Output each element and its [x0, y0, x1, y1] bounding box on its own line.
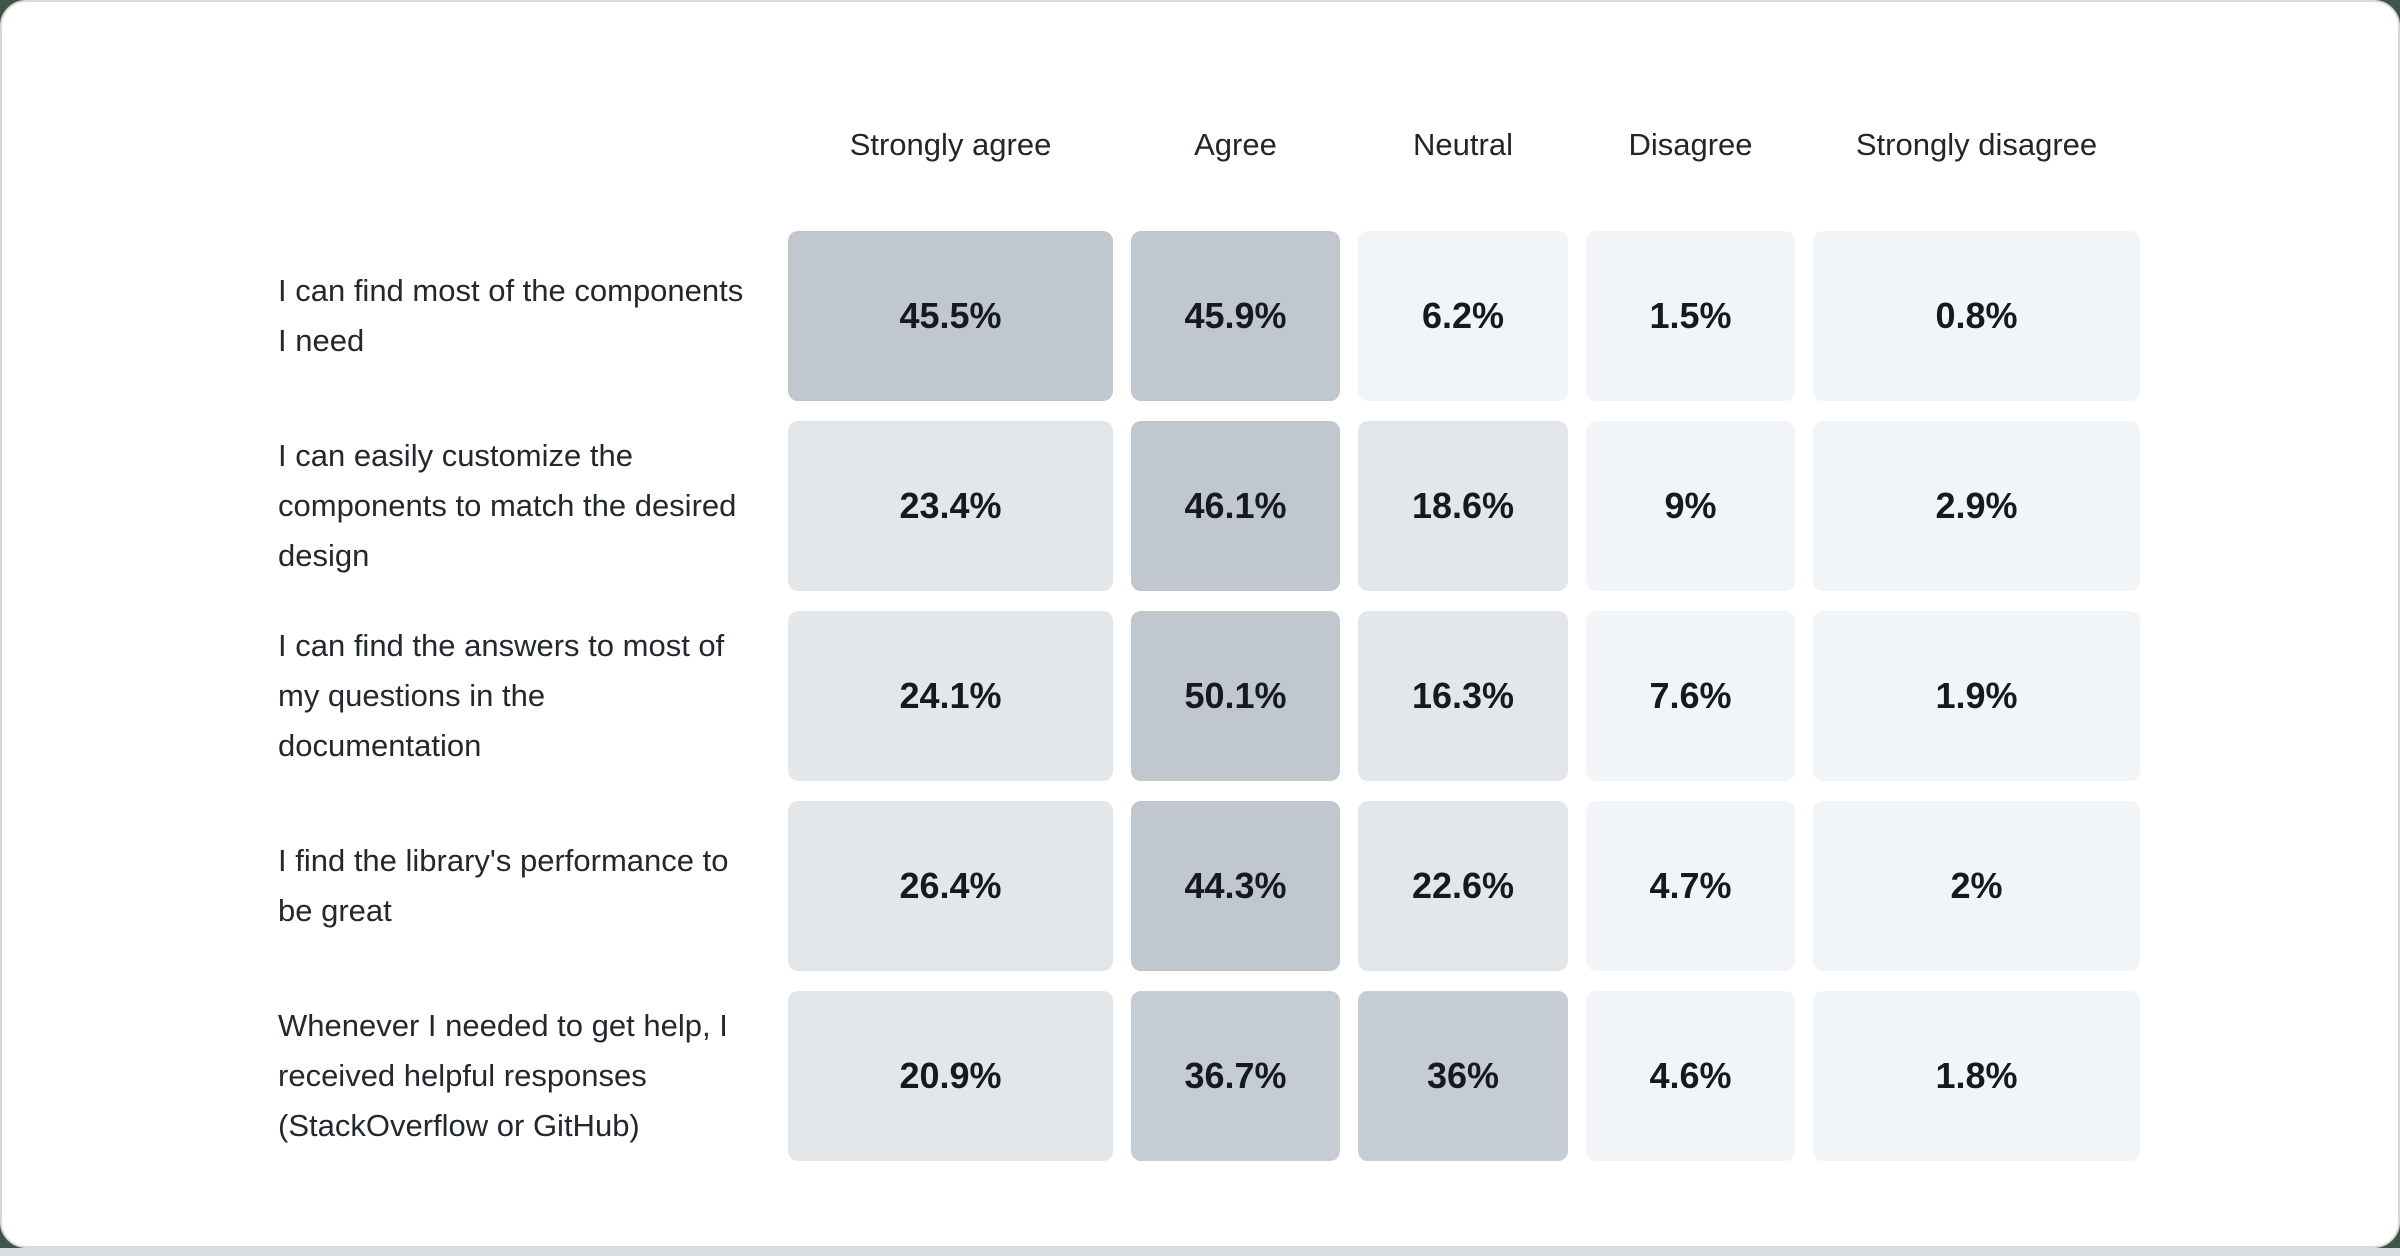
heatmap-cell-neutral: 6.2%: [1358, 231, 1568, 401]
heatmap-cell-strongly-agree: 24.1%: [788, 611, 1113, 781]
column-header-strongly-agree: Strongly agree: [849, 127, 1052, 162]
heatmap-cell-neutral: 18.6%: [1358, 421, 1568, 591]
heatmap-cell-disagree: 9%: [1586, 421, 1795, 591]
heatmap-cell-agree: 46.1%: [1131, 421, 1340, 591]
heatmap-cell-agree: 50.1%: [1131, 611, 1340, 781]
heatmap-cell-strongly-disagree: 2%: [1813, 801, 2140, 971]
likert-heatmap: Strongly agree Agree Neutral Disagree Strong…: [278, 2, 2140, 1161]
heatmap-cell-neutral: 36%: [1358, 991, 1568, 1161]
row-label: I can find the answers to most of my que…: [278, 628, 725, 763]
row-label: Whenever I needed to get help, I receive…: [278, 1008, 728, 1143]
heatmap-cell-agree: 45.9%: [1131, 231, 1340, 401]
column-header-strongly-disagree: Strongly disagree: [1855, 127, 2098, 162]
heatmap-cell-disagree: 4.6%: [1586, 991, 1795, 1161]
heatmap-cell-strongly-agree: 45.5%: [788, 231, 1113, 401]
column-header-neutral: Neutral: [1413, 127, 1513, 162]
heatmap-cell-strongly-disagree: 1.9%: [1813, 611, 2140, 781]
row-label: I can find most of the components I need: [278, 273, 744, 358]
row-label: I find the library's performance to be g…: [278, 843, 729, 928]
header-spacer: [278, 2, 770, 211]
column-header-disagree: Disagree: [1628, 127, 1753, 162]
heatmap-cell-neutral: 22.6%: [1358, 801, 1568, 971]
heatmap-cell-neutral: 16.3%: [1358, 611, 1568, 781]
heatmap-cell-strongly-agree: 23.4%: [788, 421, 1113, 591]
heatmap-cell-disagree: 7.6%: [1586, 611, 1795, 781]
heatmap-cell-disagree: 1.5%: [1586, 231, 1795, 401]
heatmap-cell-strongly-disagree: 1.8%: [1813, 991, 2140, 1161]
heatmap-cell-strongly-disagree: 2.9%: [1813, 421, 2140, 591]
heatmap-cell-agree: 44.3%: [1131, 801, 1340, 971]
heatmap-cell-agree: 36.7%: [1131, 991, 1340, 1161]
heatmap-cell-disagree: 4.7%: [1586, 801, 1795, 971]
page-bottom-strip: [0, 1248, 2400, 1256]
heatmap-cell-strongly-agree: 26.4%: [788, 801, 1113, 971]
column-header-agree: Agree: [1194, 127, 1277, 162]
heatmap-cell-strongly-disagree: 0.8%: [1813, 231, 2140, 401]
heatmap-cell-strongly-agree: 20.9%: [788, 991, 1113, 1161]
row-label: I can easily customize the components to…: [278, 438, 737, 573]
